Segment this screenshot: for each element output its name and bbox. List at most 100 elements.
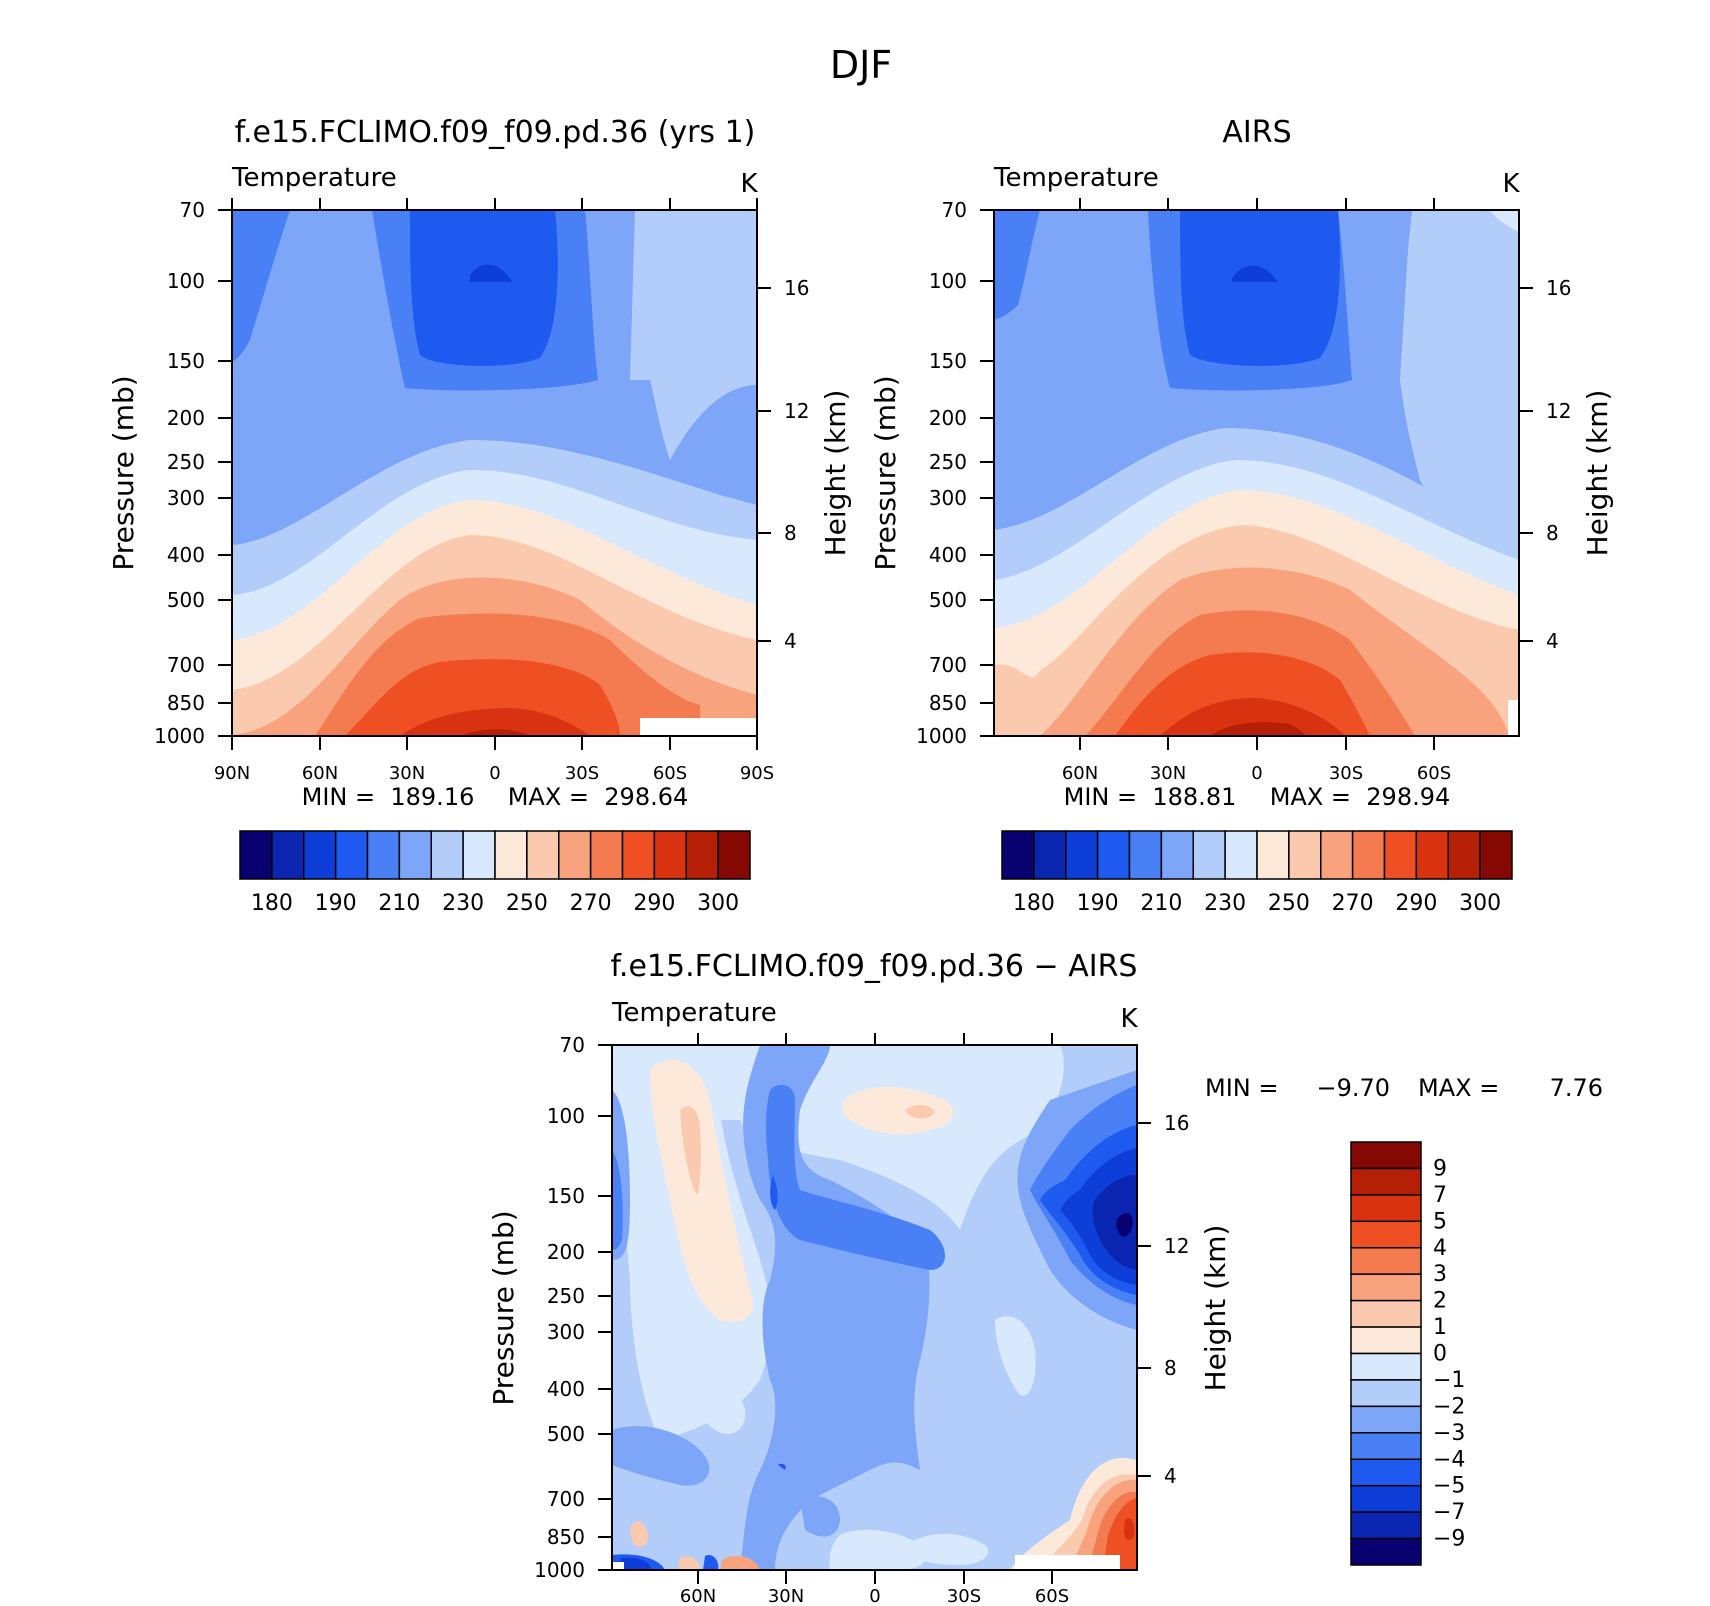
min-label: MIN = 189.16 <box>302 783 475 811</box>
colorbar-swatch <box>1128 830 1163 880</box>
y-tick-label: 700 <box>167 653 205 677</box>
panel-airs-contours <box>994 210 1519 736</box>
min-label: MIN = 188.81 <box>1064 783 1237 811</box>
colorbar-label: 270 <box>570 891 612 916</box>
colorbar-swatch <box>430 830 464 880</box>
colorbar-label: −2 <box>1433 1394 1465 1419</box>
panel-diff-x-tick-labels: 60N 30N 0 30S 60S <box>680 1586 1069 1606</box>
colorbar-swatch <box>462 830 496 880</box>
colorbar-swatch <box>494 830 528 880</box>
colorbar-label: 230 <box>442 891 484 916</box>
colorbar-swatch <box>271 830 305 880</box>
y-tick-label: 200 <box>167 406 205 430</box>
y-tick-label: 400 <box>167 543 205 567</box>
y-tick-label: 400 <box>929 543 967 567</box>
colorbar-label: 180 <box>251 891 293 916</box>
colorbar-swatch <box>717 830 751 880</box>
colorbar-label: −4 <box>1433 1447 1465 1472</box>
y-tick-label: 250 <box>547 1284 585 1308</box>
colorbar-swatch <box>1350 1537 1422 1566</box>
panel-airs-units: K <box>1502 169 1520 199</box>
y-right-axis-label: Height (km) <box>1581 390 1614 557</box>
colorbar-swatch <box>1224 830 1258 880</box>
colorbar-swatch <box>239 830 273 880</box>
y-tick-label: 300 <box>547 1320 585 1344</box>
x-tick-label: 60N <box>680 1586 716 1606</box>
panel-diff: f.e15.FCLIMO.f09_f09.pd.36 − AIRS Temper… <box>487 949 1603 1606</box>
y-axis-label: Pressure (mb) <box>869 375 902 570</box>
y-tick-label: 500 <box>167 588 205 612</box>
colorbar-label: 0 <box>1433 1342 1447 1367</box>
colorbar-swatch <box>1350 1432 1422 1460</box>
colorbar-label: −3 <box>1433 1421 1465 1446</box>
y-tick-label: 400 <box>547 1377 585 1401</box>
colorbar-label: 230 <box>1204 891 1246 916</box>
colorbar-swatch <box>1350 1326 1422 1355</box>
panel-model-units: K <box>740 169 758 199</box>
colorbar-label: 1 <box>1433 1315 1447 1340</box>
colorbar-swatch <box>621 830 656 880</box>
y-right-axis-label: Height (km) <box>1199 1225 1232 1392</box>
x-tick-label: 60N <box>302 763 338 784</box>
colorbar-label: 270 <box>1332 891 1374 916</box>
x-tick-label: 90S <box>740 763 774 784</box>
colorbar-label: 250 <box>1268 891 1310 916</box>
panel-airs-variable: Temperature <box>993 163 1159 193</box>
colorbar-label: 190 <box>1077 891 1119 916</box>
panel-airs-y-tick-labels: 70 100 150 200 250 300 400 500 700 850 1… <box>916 198 1571 748</box>
colorbar-swatch <box>1256 830 1290 880</box>
panel-diff-units: K <box>1120 1004 1138 1034</box>
panel-airs-colorbar: 180 190 210 230 250 270 290 300 <box>1001 830 1513 916</box>
x-tick-label: 30N <box>768 1586 804 1606</box>
panel-diff-variable: Temperature <box>611 998 777 1028</box>
y-tick-label: 700 <box>547 1487 585 1511</box>
colorbar-label: 250 <box>506 891 548 916</box>
panel-diff-title: f.e15.FCLIMO.f09_f09.pd.36 − AIRS <box>611 949 1138 984</box>
x-tick-label: 0 <box>489 763 500 784</box>
colorbar-label: 300 <box>697 891 739 916</box>
y-right-tick-label: 4 <box>1164 1464 1177 1488</box>
panel-model-y-tick-labels: 70 100 150 200 250 300 400 500 700 850 1… <box>154 198 809 748</box>
colorbar-swatch <box>1288 830 1322 880</box>
y-tick-label: 100 <box>929 269 967 293</box>
y-right-tick-label: 12 <box>1546 399 1571 423</box>
y-tick-label: 850 <box>167 691 205 715</box>
colorbar-swatch <box>558 830 592 880</box>
colorbar-label: −5 <box>1433 1474 1465 1499</box>
colorbar-swatch <box>1351 830 1386 880</box>
y-tick-label: 250 <box>167 450 205 474</box>
colorbar-label: −1 <box>1433 1368 1465 1393</box>
colorbar-swatch <box>1350 1405 1422 1434</box>
x-tick-label: 0 <box>869 1586 880 1606</box>
colorbar-label: 290 <box>1395 891 1437 916</box>
panel-model-variable: Temperature <box>231 163 397 193</box>
min-value: −9.70 <box>1316 1074 1390 1102</box>
max-label: MAX = 298.94 <box>1270 783 1451 811</box>
colorbar-swatch <box>1192 830 1226 880</box>
panel-airs-x-tick-labels: 60N 30N 0 30S 60S <box>1062 763 1451 784</box>
x-tick-label: 60S <box>1035 1586 1069 1606</box>
x-tick-label: 0 <box>1251 763 1262 784</box>
colorbar-swatch <box>1065 830 1099 880</box>
colorbar-swatch <box>303 830 337 880</box>
colorbar-swatch <box>1350 1141 1422 1170</box>
colorbar-swatch <box>334 830 369 880</box>
x-tick-label: 30N <box>389 763 425 784</box>
y-tick-label: 1000 <box>154 724 205 748</box>
y-tick-label: 1000 <box>916 724 967 748</box>
y-right-tick-label: 8 <box>1546 521 1559 545</box>
panel-model-title: f.e15.FCLIMO.f09_f09.pd.36 (yrs 1) <box>235 115 756 150</box>
colorbar-swatch <box>685 830 719 880</box>
y-tick-label: 850 <box>547 1525 585 1549</box>
panel-airs-title: AIRS <box>1222 115 1291 150</box>
y-axis-label: Pressure (mb) <box>487 1210 520 1405</box>
max-value: 7.76 <box>1550 1074 1603 1102</box>
colorbar-swatch <box>526 830 560 880</box>
colorbar-label: 9 <box>1433 1156 1447 1181</box>
y-tick-label: 70 <box>180 198 205 222</box>
colorbar-label: −7 <box>1433 1500 1465 1525</box>
colorbar-swatch <box>1350 1511 1422 1540</box>
y-right-tick-label: 16 <box>1546 276 1571 300</box>
panel-airs: AIRS Temperature K <box>869 115 1614 916</box>
colorbar-swatch <box>1033 830 1067 880</box>
